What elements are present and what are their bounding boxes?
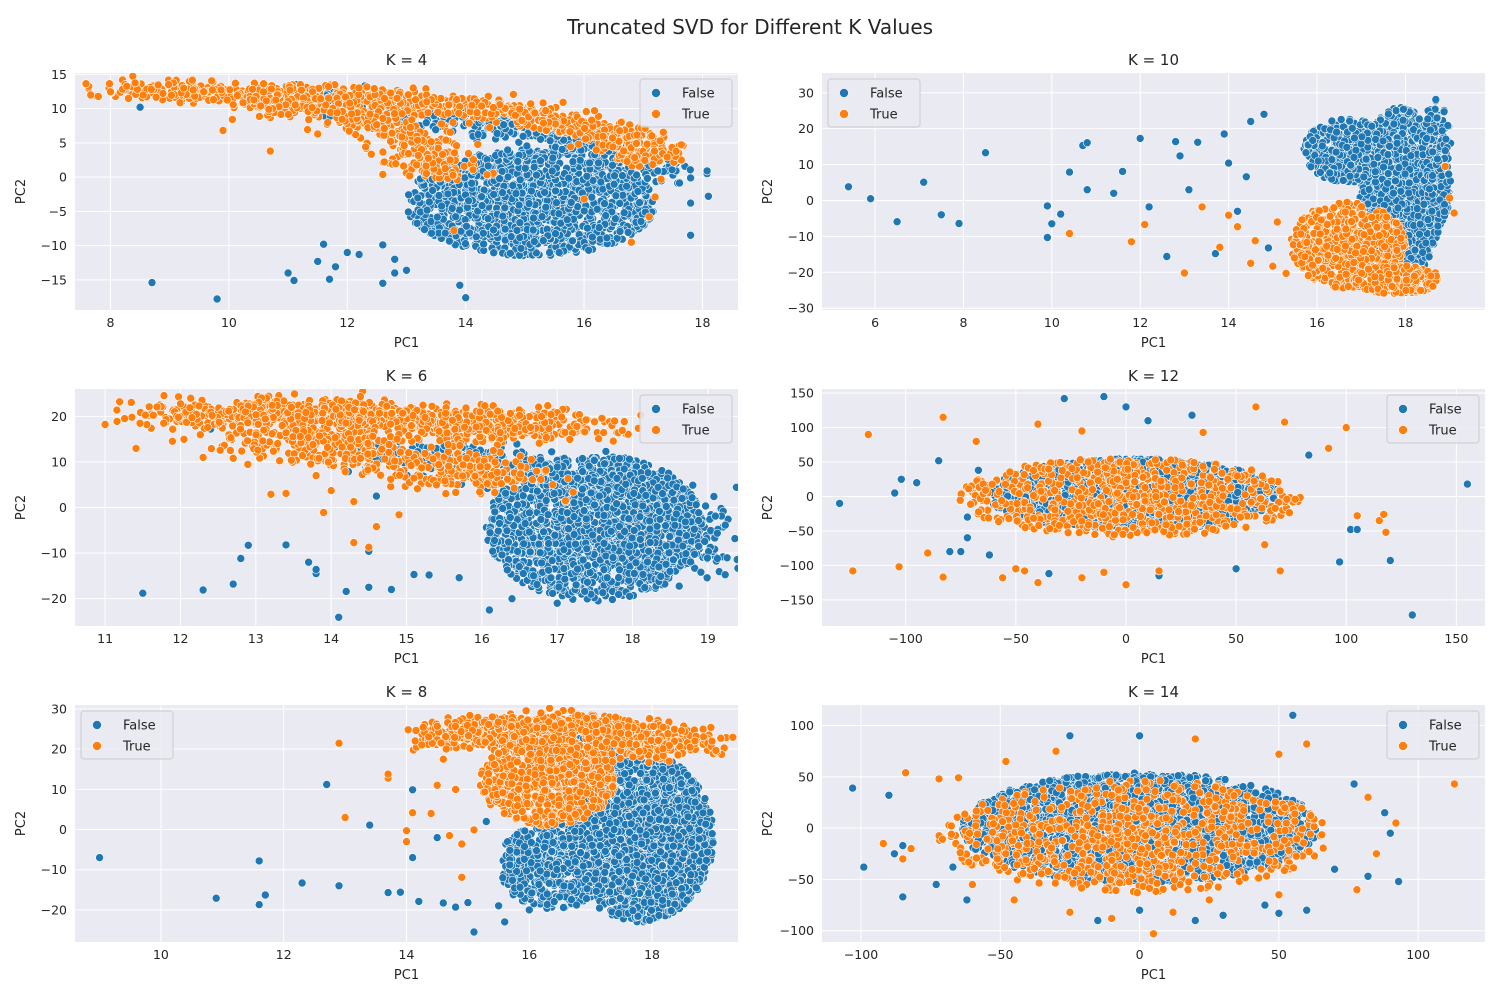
data-point-false xyxy=(686,198,695,208)
data-point-false xyxy=(545,248,554,257)
data-point-false xyxy=(147,278,157,287)
y-tick-label: 15 xyxy=(51,67,67,82)
data-point-false xyxy=(390,254,400,264)
data-point-false xyxy=(420,225,429,234)
data-point-false xyxy=(686,231,695,240)
data-point-false xyxy=(704,192,713,201)
data-point-false xyxy=(283,268,293,278)
data-point-false xyxy=(289,276,299,285)
x-tick-label: 16 xyxy=(576,315,592,330)
y-tick-label: 10 xyxy=(51,101,67,116)
data-point-false xyxy=(378,278,388,288)
data-point-false xyxy=(212,294,222,304)
x-tick-label: 12 xyxy=(339,315,355,330)
y-tick-label: −15 xyxy=(41,272,67,287)
x-tick-label: 18 xyxy=(695,315,711,330)
data-point-false xyxy=(455,280,465,290)
data-point-false xyxy=(402,265,411,275)
data-point-false xyxy=(461,293,471,303)
data-point-false xyxy=(413,193,423,203)
data-point-false xyxy=(354,250,364,259)
data-point-false xyxy=(342,248,352,257)
data-point-false xyxy=(313,257,323,266)
x-tick-label: 14 xyxy=(458,315,474,330)
x-tick-label: 10 xyxy=(221,315,237,330)
data-point-false xyxy=(325,274,334,284)
y-tick-label: −10 xyxy=(41,238,67,253)
data-point-false xyxy=(404,190,413,200)
data-point-false xyxy=(390,268,400,278)
y-tick-label: 5 xyxy=(59,135,67,150)
data-point-false xyxy=(331,262,340,272)
data-point-false xyxy=(135,102,145,112)
data-point-false xyxy=(319,239,328,249)
figure-suptitle: Truncated SVD for Different K Values xyxy=(0,15,1500,39)
data-point-false xyxy=(531,248,541,258)
points-layer xyxy=(81,73,713,304)
x-tick-label: 8 xyxy=(107,315,115,330)
y-tick-label: 0 xyxy=(59,170,67,185)
data-point-false xyxy=(378,240,388,250)
y-tick-label: −5 xyxy=(49,204,67,219)
